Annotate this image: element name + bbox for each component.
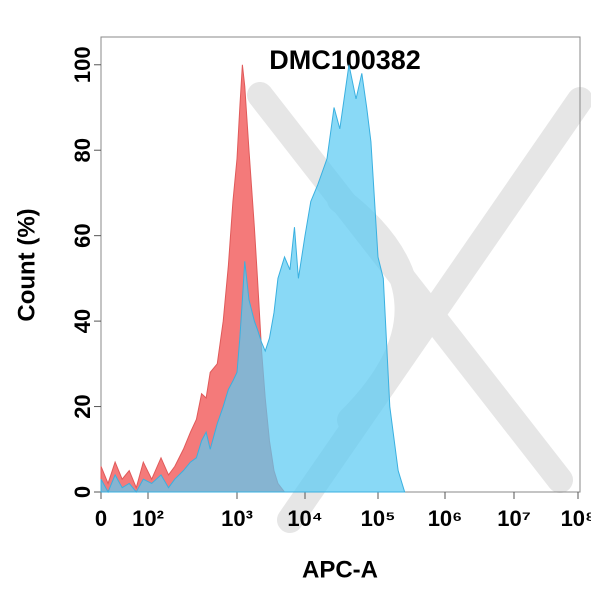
y-tick-label: 0 <box>70 486 95 498</box>
x-tick-label: 10⁶ <box>428 506 463 531</box>
y-tick-label: 60 <box>70 223 95 247</box>
x-tick-label: 10⁷ <box>497 506 531 531</box>
x-tick-label: 0 <box>95 506 107 531</box>
x-tick-label: 10⁵ <box>361 506 396 531</box>
y-tick-label: 40 <box>70 309 95 333</box>
x-tick-label: 10⁸ <box>561 506 591 531</box>
histogram-area <box>100 64 406 494</box>
x-tick-label: 10² <box>132 506 164 531</box>
chart-title: DMC100382 <box>269 45 421 75</box>
y-tick-label: 100 <box>70 46 95 83</box>
x-tick-label: 10⁴ <box>287 506 322 531</box>
y-tick-label: 80 <box>70 138 95 162</box>
x-tick-label: 10³ <box>221 506 253 531</box>
y-axis-label: Count (%) <box>13 208 40 321</box>
y-tick-label: 20 <box>70 394 95 418</box>
x-axis-label: APC-A <box>302 556 378 583</box>
